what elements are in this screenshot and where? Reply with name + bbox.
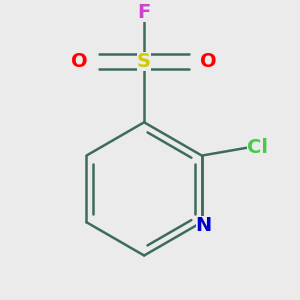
Text: N: N (196, 216, 212, 235)
Text: F: F (137, 3, 151, 22)
Text: O: O (200, 52, 217, 71)
Text: O: O (71, 52, 88, 71)
Text: S: S (137, 52, 151, 71)
Text: Cl: Cl (247, 138, 268, 157)
